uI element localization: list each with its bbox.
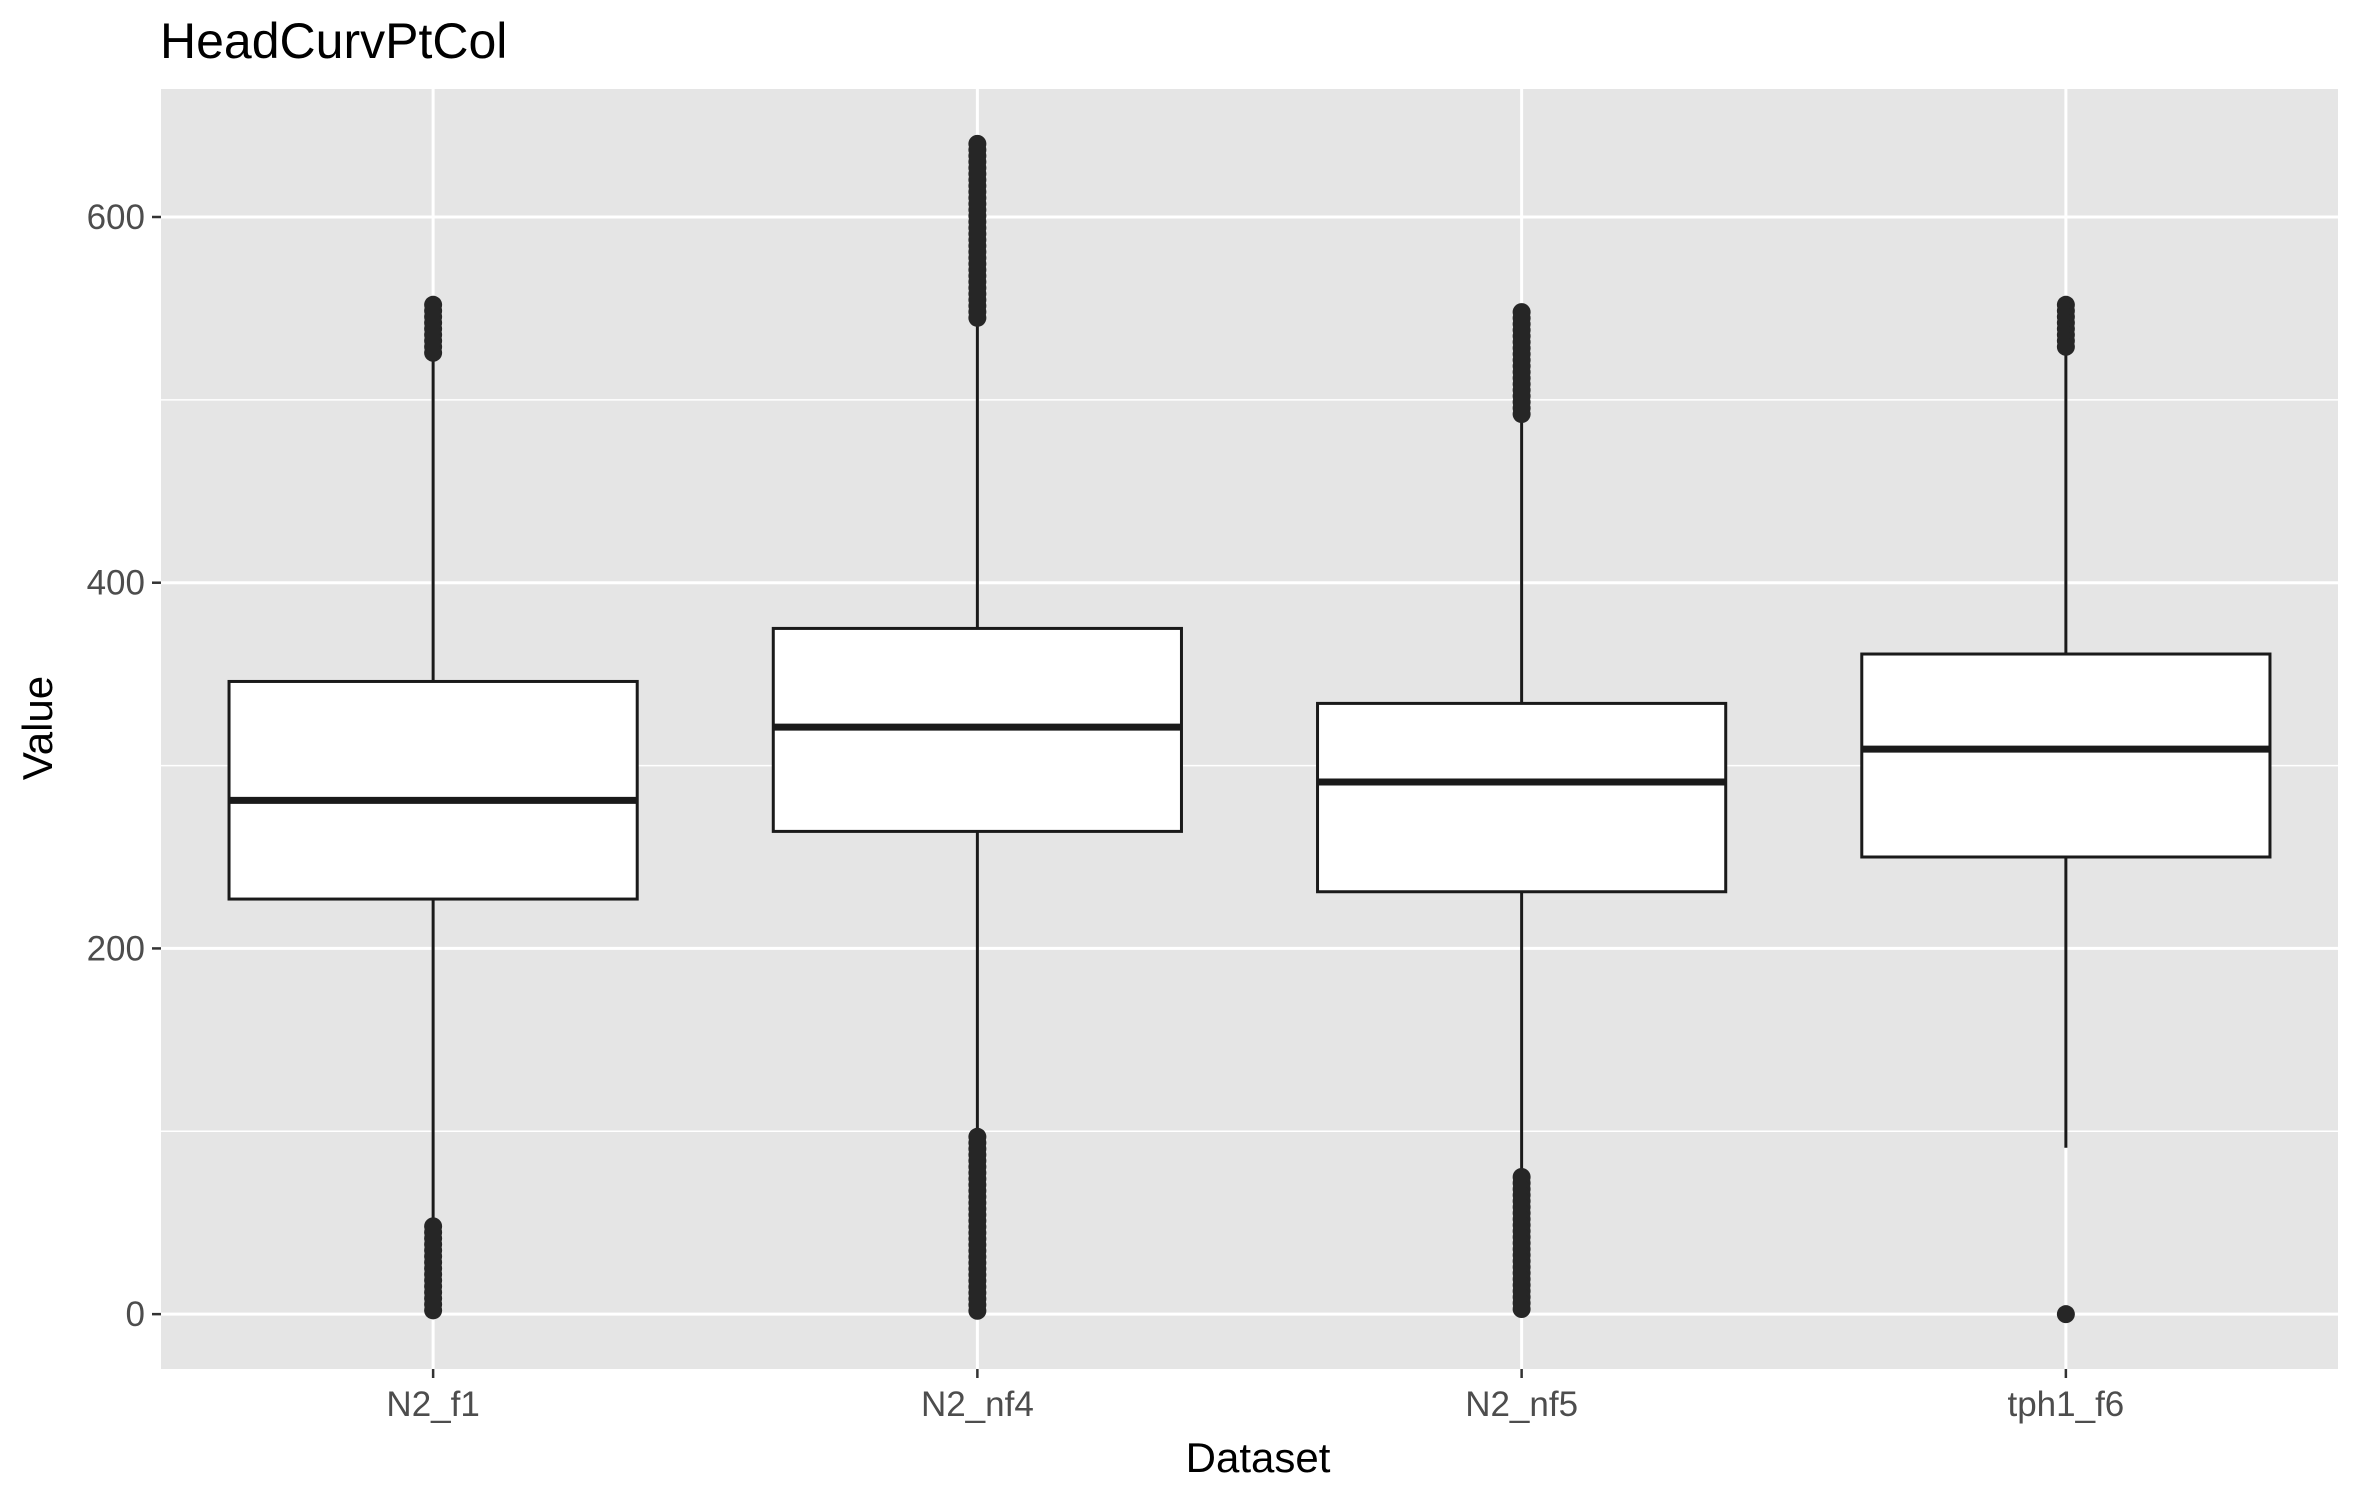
outlier-point-low bbox=[968, 1301, 987, 1320]
outlier-point-low bbox=[424, 1301, 443, 1320]
x-axis-title: Dataset bbox=[1186, 1434, 1331, 1481]
box-body bbox=[1316, 701, 1728, 894]
x-tick-label: tph1_f6 bbox=[2007, 1385, 2124, 1424]
outlier-point-high bbox=[968, 308, 987, 327]
y-tick-label: 400 bbox=[87, 564, 145, 603]
x-tick-label: N2_nf4 bbox=[921, 1385, 1034, 1424]
chart-title: HeadCurvPtCol bbox=[160, 13, 507, 69]
box-body bbox=[227, 679, 639, 901]
y-axis-title: Value bbox=[14, 676, 61, 780]
plot-area: 0 200 400 600 N2_f1 N2_nf4 N2_nf5 tph1_f6 bbox=[87, 89, 2338, 1424]
y-tick-label: 600 bbox=[87, 198, 145, 237]
y-tick-label: 0 bbox=[126, 1295, 145, 1334]
x-tick-label: N2_nf5 bbox=[1465, 1385, 1578, 1424]
box-body bbox=[1860, 652, 2272, 859]
x-tick-label: N2_f1 bbox=[386, 1385, 479, 1424]
outlier-point-high bbox=[1512, 405, 1531, 424]
outlier-point-low bbox=[1512, 1300, 1531, 1318]
outlier-point-low bbox=[2056, 1305, 2075, 1324]
outlier-point-high bbox=[2056, 337, 2075, 356]
y-tick-label: 200 bbox=[87, 929, 145, 968]
outlier-point-high bbox=[424, 343, 443, 362]
